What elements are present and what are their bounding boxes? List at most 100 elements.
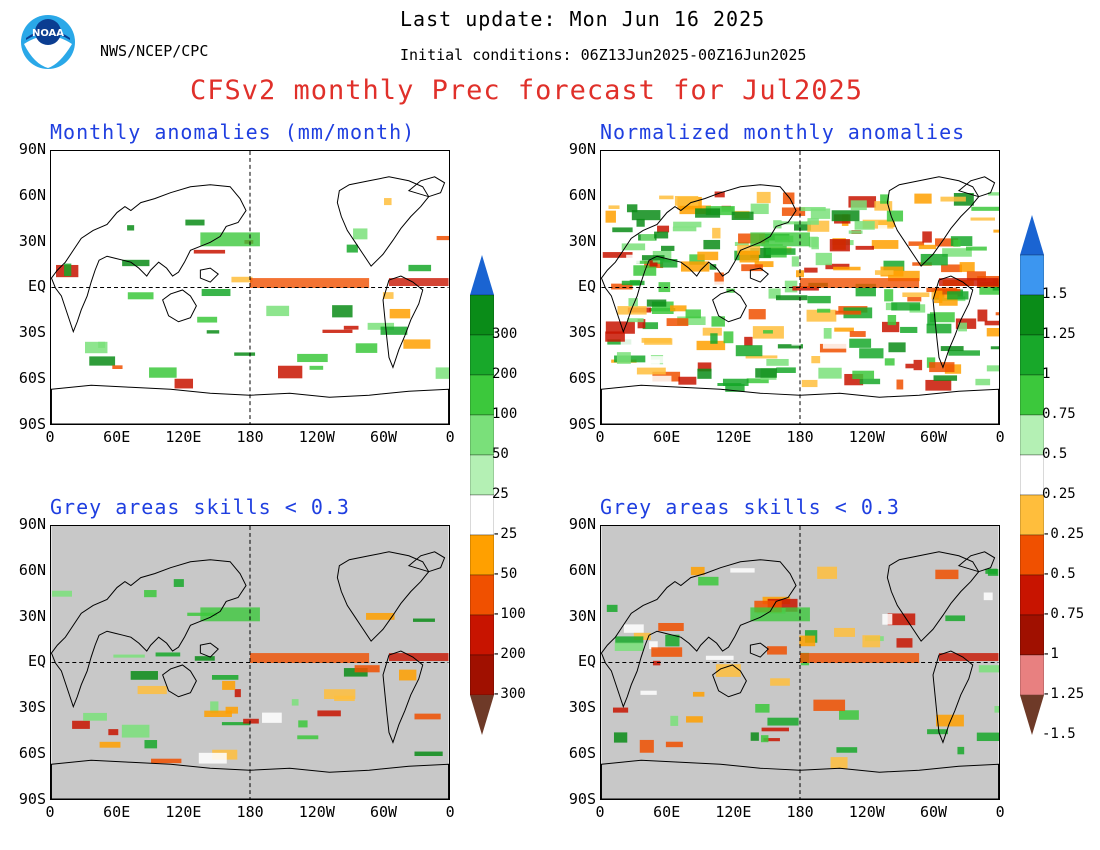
colorbar-label: 0.5 xyxy=(1042,446,1068,462)
colorbar-label: -0.5 xyxy=(1042,566,1076,582)
colorbar-label: -1.5 xyxy=(1042,726,1076,742)
logo-text: NOAA xyxy=(32,28,64,39)
lon-tick-label: 60W xyxy=(919,803,948,821)
colorbar-segment xyxy=(470,614,494,656)
lat-tick-label: 60N xyxy=(568,560,596,579)
lat-tick-label: EQ xyxy=(27,277,46,296)
colorbar-label: 1.5 xyxy=(1042,286,1068,302)
colorbar-arrow-bottom xyxy=(1020,695,1044,735)
colorbar-segment xyxy=(1020,294,1044,336)
colorbar-segment xyxy=(1020,414,1044,456)
lon-tick-label: 180 xyxy=(236,803,264,821)
lat-tick-label: 90N xyxy=(18,140,46,158)
lon-tick-label: 120W xyxy=(848,803,885,821)
lat-tick-label: 90N xyxy=(568,515,596,533)
colorbar-segment xyxy=(1020,494,1044,536)
lon-tick-label: 120W xyxy=(848,428,885,446)
lon-tick-label: 60E xyxy=(653,803,681,821)
lat-tick-label: 30N xyxy=(18,231,46,250)
lat-tick-label: EQ xyxy=(577,652,596,671)
lon-tick-label: 120E xyxy=(715,803,752,821)
lon-tick-label: 0 xyxy=(995,803,1005,821)
lat-tick-label: 60S xyxy=(568,369,596,387)
lon-tick-label: 180 xyxy=(786,803,814,821)
colorbar-label: -25 xyxy=(492,526,518,542)
lat-tick-label: 90N xyxy=(568,140,596,158)
colorbar-label: -1 xyxy=(1042,646,1059,662)
colorbar-label: -200 xyxy=(492,646,526,662)
lat-tick-label: 30S xyxy=(18,323,46,342)
colorbar-label: -1.25 xyxy=(1042,686,1085,702)
last-update: Last update: Mon Jun 16 2025 xyxy=(400,7,766,31)
colorbar-segment xyxy=(1020,254,1044,296)
colorbar-label: -0.75 xyxy=(1042,606,1085,622)
lon-tick-label: 0 xyxy=(595,428,605,446)
lat-tick-label: 90N xyxy=(18,515,46,533)
colorbar-right: 1.5 1.25 1 0.75 0.5 0.25 -0.25 -0.5 -0.75 -1 -1.25… xyxy=(1020,215,1100,742)
lon-tick-label: 120E xyxy=(715,428,752,446)
lon-tick-label: 60E xyxy=(103,803,131,821)
noaa-logo: NOAA xyxy=(20,14,76,70)
map-top-right xyxy=(600,150,1000,425)
lon-tick-label: 0 xyxy=(445,428,455,446)
lat-tick-label: 60N xyxy=(18,185,46,204)
panel-title-bottom-right: Grey areas skills < 0.3 xyxy=(600,495,900,519)
colorbar-label: 300 xyxy=(492,326,518,342)
lat-tick-label: 30S xyxy=(568,323,596,342)
colorbar-label: 50 xyxy=(492,446,509,462)
colorbar-segment xyxy=(1020,614,1044,656)
colorbar-label: 0.25 xyxy=(1042,486,1076,502)
lon-tick-label: 0 xyxy=(45,428,55,446)
map-top-left xyxy=(50,150,450,425)
lon-tick-label: 60W xyxy=(369,803,398,821)
lon-tick-label: 120E xyxy=(165,803,202,821)
lat-tick-label: 60N xyxy=(568,185,596,204)
colorbar-segment xyxy=(470,294,494,336)
lon-tick-label: 180 xyxy=(236,428,264,446)
lon-tick-label: 120E xyxy=(165,428,202,446)
lat-tick-label: 30N xyxy=(568,231,596,250)
lat-tick-label: 60S xyxy=(18,744,46,762)
panel-title-top-right: Normalized monthly anomalies xyxy=(600,120,966,144)
lon-tick-label: 0 xyxy=(995,428,1005,446)
colorbar-segment xyxy=(1020,654,1044,696)
colorbar-left: 300 200 100 50 25 -25 -50 -100 -200 -300 xyxy=(470,255,540,735)
lon-tick-label: 0 xyxy=(595,803,605,821)
colorbar-segment xyxy=(1020,454,1044,496)
colorbar-label: -100 xyxy=(492,606,526,622)
lat-tick-label: 60S xyxy=(568,744,596,762)
colorbar-segment xyxy=(470,334,494,376)
initial-conditions: Initial conditions: 06Z13Jun2025-00Z16Ju… xyxy=(400,46,807,64)
lat-tick-label: 90S xyxy=(568,414,596,433)
lat-tick-label: 90S xyxy=(18,789,46,808)
map-bottom-left xyxy=(50,525,450,800)
colorbar-label: -300 xyxy=(492,686,526,702)
colorbar-segment xyxy=(470,494,494,536)
colorbar-segment xyxy=(470,654,494,696)
agency-label: NWS/NCEP/CPC xyxy=(100,42,209,60)
lat-tick-label: 30N xyxy=(18,606,46,625)
lon-tick-label: 60E xyxy=(103,428,131,446)
lon-tick-label: 120W xyxy=(298,428,335,446)
colorbar-segment xyxy=(1020,374,1044,416)
colorbar-label: 0.75 xyxy=(1042,406,1076,422)
lon-tick-label: 60E xyxy=(653,428,681,446)
colorbar-label: 1.25 xyxy=(1042,326,1076,342)
lat-tick-label: 60S xyxy=(18,369,46,387)
lat-tick-label: 30N xyxy=(568,606,596,625)
lon-tick-label: 180 xyxy=(786,428,814,446)
colorbar-segment xyxy=(470,574,494,616)
colorbar-segment xyxy=(1020,334,1044,376)
lon-tick-label: 0 xyxy=(45,803,55,821)
colorbar-label: 200 xyxy=(492,366,518,382)
colorbar-segment xyxy=(470,534,494,576)
map-bottom-right xyxy=(600,525,1000,800)
colorbar-label: -50 xyxy=(492,566,518,582)
colorbar-segment xyxy=(470,454,494,496)
colorbar-arrow-top xyxy=(1020,215,1044,255)
colorbar-label: 25 xyxy=(492,486,509,502)
colorbar-segment xyxy=(1020,574,1044,616)
lon-tick-label: 60W xyxy=(369,428,398,446)
lat-tick-label: EQ xyxy=(577,277,596,296)
colorbar-label: 1 xyxy=(1042,366,1051,382)
